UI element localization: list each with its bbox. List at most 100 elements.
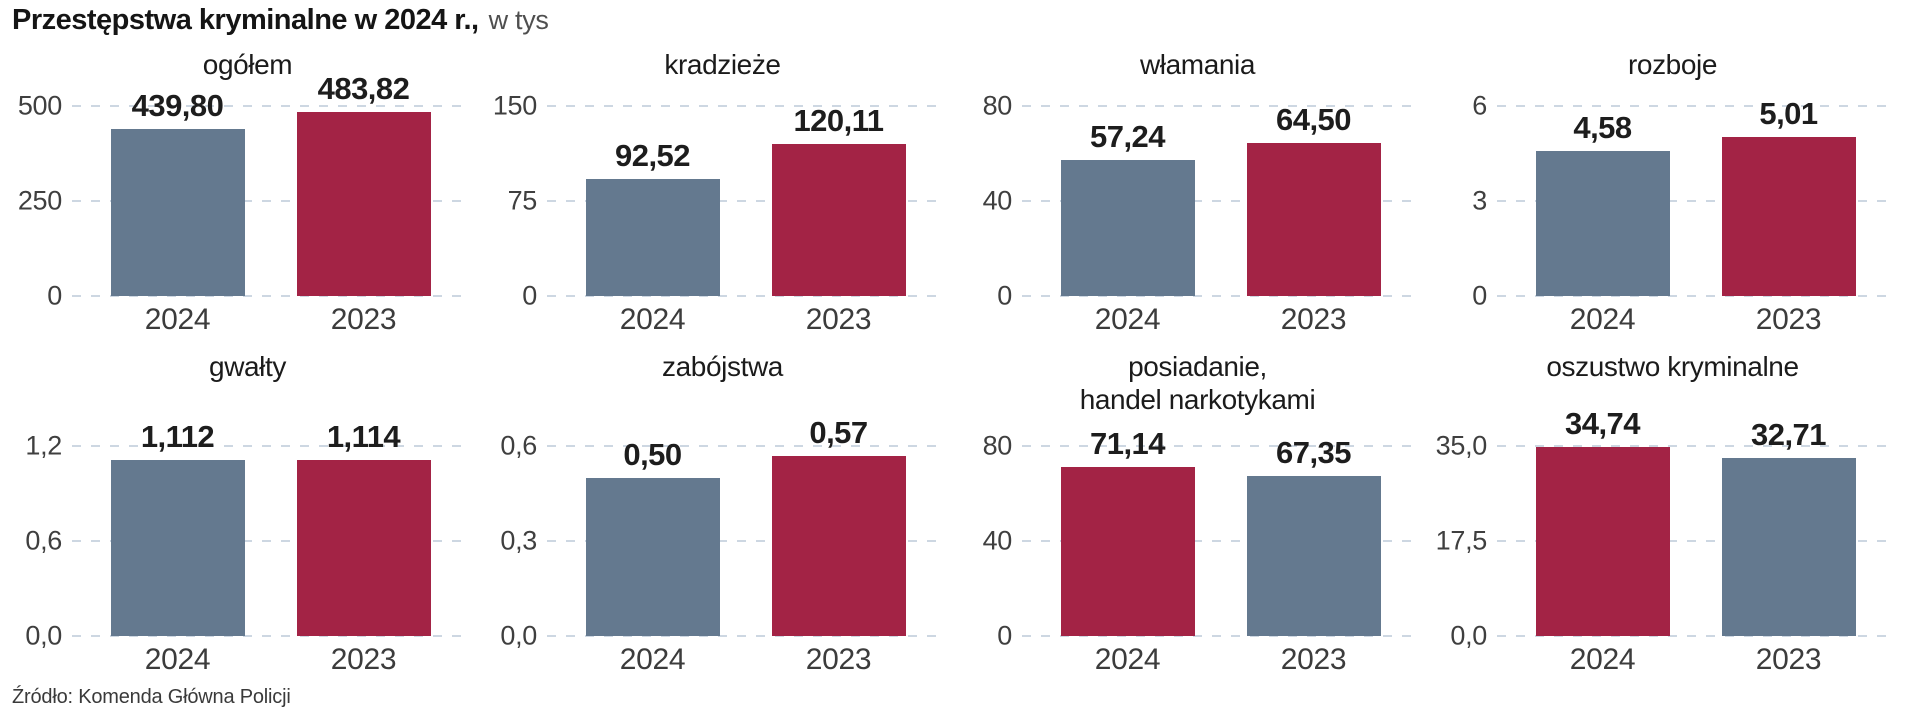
y-tick-label: 0 <box>997 620 1012 651</box>
y-tick-label: 500 <box>17 90 62 121</box>
y-tick-label: 80 <box>982 430 1013 461</box>
gridline-top <box>1022 445 1419 447</box>
chart-title: kradzieże <box>485 42 960 106</box>
chart-title-line: handel narkotykami <box>1079 384 1316 416</box>
chart-cell: włamania 80 40 0 57,24 2024 64,50 2023 <box>960 42 1435 338</box>
gridline-top <box>72 445 469 447</box>
y-axis: 80 40 0 <box>960 431 1022 651</box>
bar-value-label: 32,71 <box>1750 417 1827 453</box>
gridline-top <box>72 105 469 107</box>
chart-title-line: oszustwo kryminalne <box>1546 351 1799 382</box>
chart-cell: rozboje 6 3 0 4,58 2024 5,01 2023 <box>1435 42 1910 338</box>
plot-row: 80 40 0 57,24 2024 64,50 2023 <box>960 91 1435 336</box>
chart-title-line: rozboje <box>1627 49 1718 80</box>
bar-2023: 32,71 2023 <box>1721 417 1856 676</box>
gridline-middle <box>72 540 469 542</box>
bars-group: 92,52 2024 120,11 2023 <box>547 103 944 336</box>
bar-2023: 120,11 2023 <box>771 103 906 336</box>
y-axis: 500 250 0 <box>10 91 72 311</box>
y-tick-label: 0,0 <box>1450 620 1487 651</box>
bar-value-label: 34,74 <box>1564 406 1641 442</box>
bar-2024: 57,24 2024 <box>1060 119 1195 336</box>
bars-group: 439,80 2024 483,82 2023 <box>72 71 469 336</box>
header: Przestępstwa kryminalne w 2024 r., w tys <box>10 4 1910 42</box>
gridline-baseline <box>547 635 944 637</box>
chart-title: zabójstwa <box>485 338 960 446</box>
bar-value-label: 5,01 <box>1759 96 1818 132</box>
x-category-label: 2024 <box>619 643 686 676</box>
bar-2024: 71,14 2024 <box>1060 426 1195 676</box>
plot-row: 35,0 17,5 0,0 34,74 2024 32,71 2023 <box>1435 406 1910 676</box>
y-axis: 6 3 0 <box>1435 91 1497 311</box>
chart-title-line: posiadanie, <box>1128 351 1267 382</box>
y-axis: 150 75 0 <box>485 91 547 311</box>
y-tick-label: 250 <box>17 185 62 216</box>
bars-group: 1,112 2024 1,114 2023 <box>72 419 469 676</box>
gridline-baseline <box>1497 635 1894 637</box>
gridline-top <box>1022 105 1419 107</box>
bar-2023: 5,01 2023 <box>1721 96 1856 336</box>
y-tick-label: 1,2 <box>25 430 62 461</box>
x-category-label: 2024 <box>1569 303 1636 336</box>
gridline-middle <box>547 540 944 542</box>
plot-row: 1,2 0,6 0,0 1,112 2024 1,114 2023 <box>10 419 485 676</box>
y-axis: 80 40 0 <box>960 91 1022 311</box>
gridline-middle <box>72 200 469 202</box>
y-tick-label: 35,0 <box>1435 430 1488 461</box>
chart-title-line: gwałty <box>209 351 286 382</box>
chart-cell: oszustwo kryminalne 35,0 17,5 0,0 34,74 202… <box>1435 338 1910 678</box>
y-tick-label: 0,0 <box>500 620 537 651</box>
gridline-middle <box>1497 200 1894 202</box>
y-tick-label: 0 <box>522 280 537 311</box>
bar-value-label: 92,52 <box>614 137 691 173</box>
x-category-label: 2023 <box>805 643 872 676</box>
plot-area: 1,112 2024 1,114 2023 <box>72 419 469 676</box>
bar-value-label: 120,11 <box>793 102 884 138</box>
y-tick-label: 0 <box>47 280 62 311</box>
bar-value-label: 57,24 <box>1089 119 1166 155</box>
plot-row: 150 75 0 92,52 2024 120,11 2023 <box>485 91 960 336</box>
gridline-top <box>547 105 944 107</box>
y-tick-label: 80 <box>982 90 1013 121</box>
bar-value-label: 439,80 <box>131 87 224 123</box>
bar-2023: 1,114 2023 <box>296 419 431 676</box>
bar-value-label: 64,50 <box>1275 101 1352 137</box>
bar-2024: 92,52 2024 <box>585 138 720 336</box>
bars-group: 71,14 2024 67,35 2023 <box>1022 426 1419 676</box>
chart-title-line: zabójstwa <box>662 351 783 382</box>
plot-area: 71,14 2024 67,35 2023 <box>1022 426 1419 676</box>
charts-grid: ogółem 500 250 0 439,80 2024 483,82 2023 krad… <box>10 42 1910 678</box>
y-tick-label: 3 <box>1472 185 1487 216</box>
chart-cell: gwałty 1,2 0,6 0,0 1,112 2024 1,114 2023 <box>10 338 485 678</box>
x-category-label: 2024 <box>144 643 211 676</box>
page-title-unit: w tys <box>488 5 549 35</box>
gridline-baseline <box>547 295 944 297</box>
y-axis: 1,2 0,6 0,0 <box>10 431 72 651</box>
plot-area: 57,24 2024 64,50 2023 <box>1022 102 1419 336</box>
bar-2023: 483,82 2023 <box>296 71 431 336</box>
bar-2024: 1,112 2024 <box>110 419 245 676</box>
x-category-label: 2024 <box>619 303 686 336</box>
chart-title: włamania <box>960 42 1435 106</box>
bar-2023: 64,50 2023 <box>1246 102 1381 336</box>
gridline-middle <box>1497 540 1894 542</box>
y-axis: 35,0 17,5 0,0 <box>1435 431 1497 651</box>
chart-title: ogółem <box>10 42 485 106</box>
chart-cell: zabójstwa 0,6 0,3 0,0 0,50 2024 0,57 2023 <box>485 338 960 678</box>
x-category-label: 2023 <box>805 303 872 336</box>
x-category-label: 2023 <box>330 303 397 336</box>
y-tick-label: 6 <box>1472 90 1487 121</box>
y-tick-label: 40 <box>982 525 1013 556</box>
y-tick-label: 0,0 <box>25 620 62 651</box>
y-tick-label: 75 <box>507 185 538 216</box>
chart-cell: posiadanie, handel narkotykami 80 40 0 71,1… <box>960 338 1435 678</box>
chart-title-line: włamania <box>1139 49 1256 80</box>
bar-2024: 4,58 2024 <box>1535 110 1670 336</box>
chart-title: rozboje <box>1435 42 1910 106</box>
y-tick-label: 0,3 <box>500 525 537 556</box>
plot-area: 34,74 2024 32,71 2023 <box>1497 406 1894 676</box>
bars-group: 0,50 2024 0,57 2023 <box>547 415 944 676</box>
gridline-baseline <box>1022 635 1419 637</box>
bar-2024: 34,74 2024 <box>1535 406 1670 676</box>
